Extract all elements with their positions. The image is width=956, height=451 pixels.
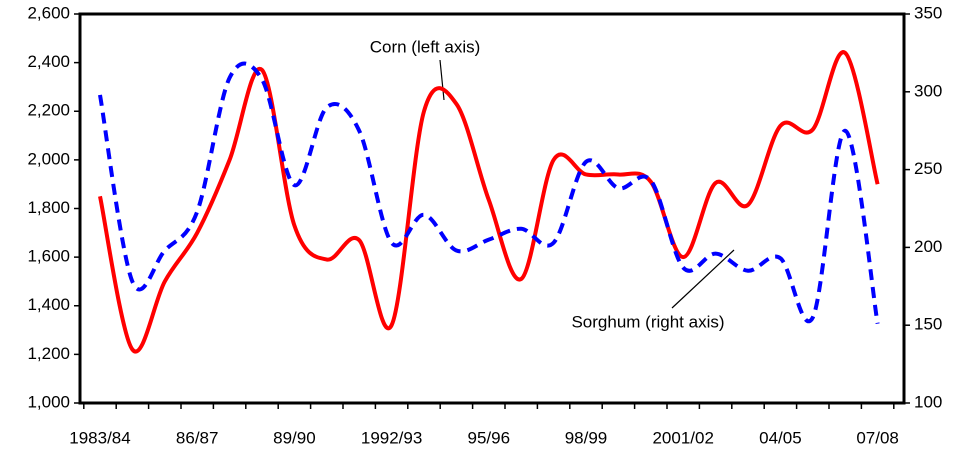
y2-tick-label: 200 bbox=[914, 237, 942, 256]
x-tick-label: 98/99 bbox=[565, 428, 608, 447]
y-tick-label: 1,400 bbox=[27, 295, 70, 314]
x-tick-label: 89/90 bbox=[273, 428, 316, 447]
y-tick-label: 1,600 bbox=[27, 247, 70, 266]
x-tick-label: 04/05 bbox=[759, 428, 802, 447]
x-tick-label: 07/08 bbox=[856, 428, 899, 447]
x-tick-label: 1983/84 bbox=[69, 428, 130, 447]
annotation-leader bbox=[671, 249, 735, 309]
annotation-leader bbox=[439, 59, 445, 101]
series-line bbox=[98, 61, 880, 324]
y2-tick-label: 350 bbox=[914, 3, 942, 22]
y-tick-label: 2,200 bbox=[27, 101, 70, 120]
y-tick-label: 1,000 bbox=[27, 392, 70, 411]
y-tick-label: 2,600 bbox=[27, 3, 70, 22]
y-tick-label: 1,800 bbox=[27, 198, 70, 217]
y2-tick-label: 100 bbox=[914, 392, 942, 411]
x-tick-label: 1992/93 bbox=[361, 428, 422, 447]
x-tick-label: 95/96 bbox=[468, 428, 511, 447]
y2-tick-label: 150 bbox=[914, 315, 942, 334]
y2-tick-label: 300 bbox=[914, 81, 942, 100]
x-tick-label: 2001/02 bbox=[652, 428, 713, 447]
y2-tick-label: 250 bbox=[914, 159, 942, 178]
y-tick-label: 2,400 bbox=[27, 52, 70, 71]
series-annotation: Corn (left axis) bbox=[370, 37, 481, 56]
x-tick-label: 86/87 bbox=[176, 428, 219, 447]
series-annotation: Sorghum (right axis) bbox=[571, 312, 724, 331]
y-tick-label: 2,000 bbox=[27, 149, 70, 168]
y-tick-label: 1,200 bbox=[27, 344, 70, 363]
series-line bbox=[98, 50, 880, 354]
